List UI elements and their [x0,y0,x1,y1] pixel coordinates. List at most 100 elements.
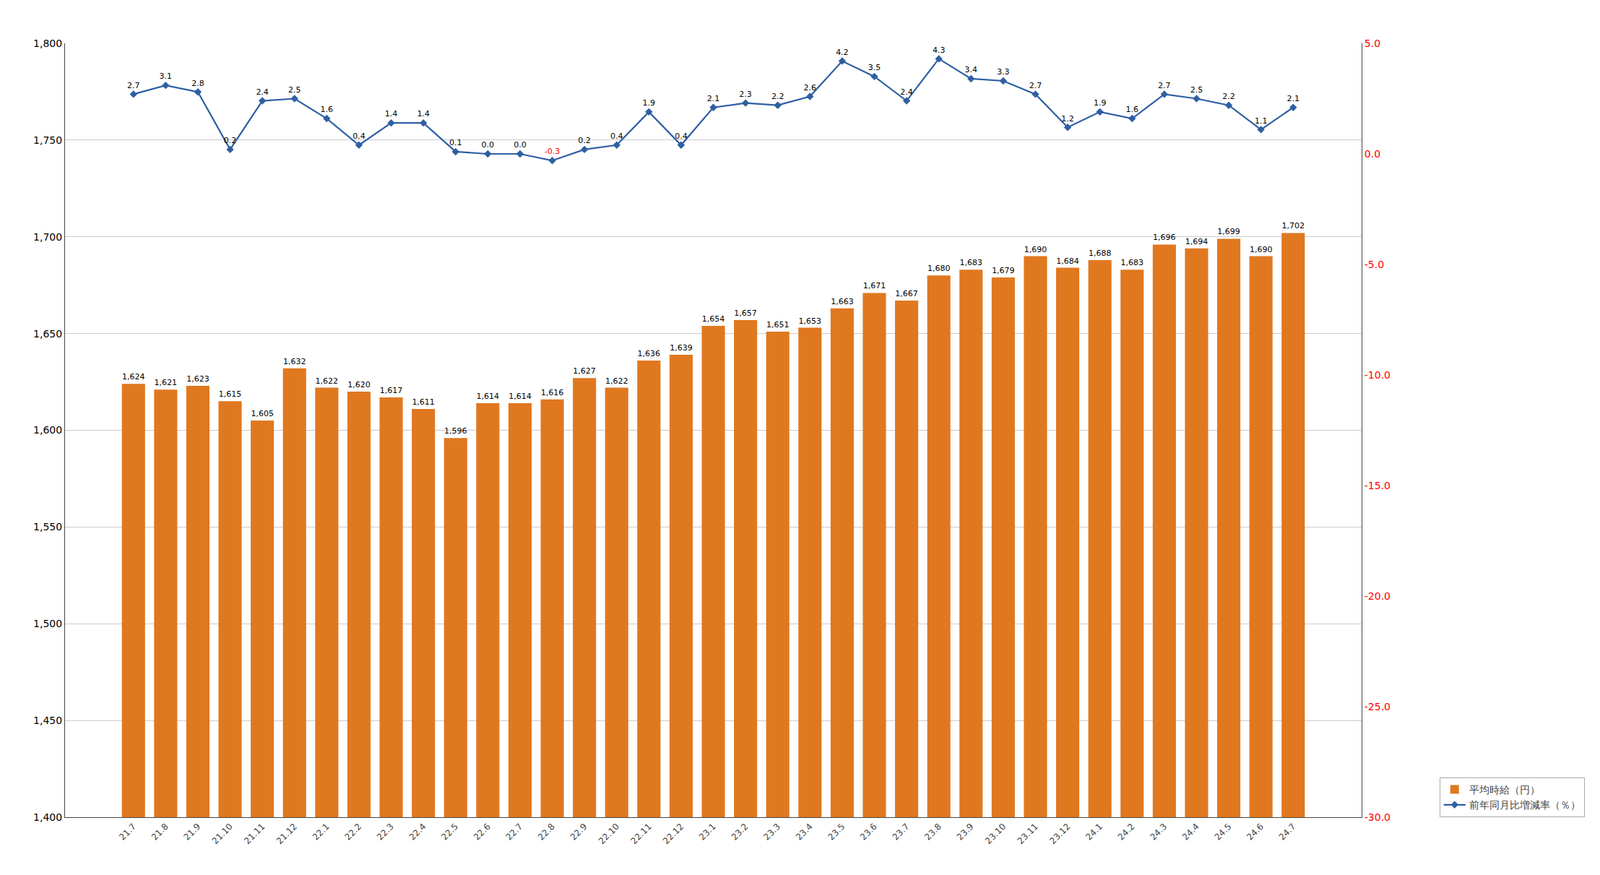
svg-text:2.2: 2.2 [1222,91,1236,102]
svg-text:1,500: 1,500 [33,617,63,630]
svg-text:1,800: 1,800 [33,37,63,50]
svg-text:2.4: 2.4 [900,87,914,97]
svg-text:22.12: 22.12 [660,821,686,846]
svg-text:23.6: 23.6 [858,821,880,843]
svg-text:1.2: 1.2 [1061,114,1075,124]
svg-text:1,622: 1,622 [315,376,339,386]
svg-text:22.5: 22.5 [439,821,461,843]
svg-text:2.1: 2.1 [707,93,721,104]
svg-text:2.1: 2.1 [1287,93,1301,104]
svg-text:1,605: 1,605 [250,408,274,419]
svg-text:23.9: 23.9 [954,821,976,843]
svg-text:0.1: 0.1 [449,137,463,148]
svg-text:1,632: 1,632 [283,356,307,367]
svg-text:1,620: 1,620 [347,379,371,390]
svg-text:22.10: 22.10 [596,821,622,846]
svg-text:1.6: 1.6 [320,104,334,115]
svg-text:23.3: 23.3 [761,821,783,843]
svg-text:0.4: 0.4 [674,131,688,141]
svg-text:21.8: 21.8 [149,821,171,843]
svg-text:24.5: 24.5 [1212,821,1234,843]
svg-text:3.4: 3.4 [965,65,979,75]
svg-text:1,650: 1,650 [33,327,63,340]
svg-text:22.1: 22.1 [310,821,332,843]
svg-text:24.7: 24.7 [1277,821,1299,843]
svg-text:1,702: 1,702 [1282,221,1306,231]
svg-text:0.0: 0.0 [513,140,527,150]
svg-text:1,657: 1,657 [733,308,758,318]
svg-text:1,623: 1,623 [186,374,210,384]
svg-text:2.7: 2.7 [1029,80,1043,91]
svg-text:-5.0: -5.0 [1364,258,1385,271]
svg-text:1,550: 1,550 [33,520,63,533]
svg-text:1,690: 1,690 [1024,244,1048,255]
svg-text:1,621: 1,621 [154,377,178,388]
svg-text:21.9: 21.9 [182,821,203,843]
svg-text:前年同月比増減率（％）: 前年同月比増減率（％） [1469,798,1581,811]
svg-text:23.11: 23.11 [1015,821,1041,846]
svg-text:1,616: 1,616 [541,387,565,398]
svg-text:1,680: 1,680 [927,263,951,274]
svg-text:1,690: 1,690 [1249,244,1273,255]
svg-text:1,694: 1,694 [1185,236,1209,247]
svg-text:0.0: 0.0 [481,140,495,150]
svg-text:1,654: 1,654 [702,314,726,324]
svg-text:1,611: 1,611 [411,397,435,407]
svg-text:1,622: 1,622 [605,376,629,386]
svg-text:23.10: 23.10 [983,821,1008,846]
svg-text:1,699: 1,699 [1217,226,1241,237]
svg-text:0.2: 0.2 [577,135,591,146]
svg-text:1,688: 1,688 [1088,248,1112,258]
svg-text:23.7: 23.7 [890,821,912,843]
svg-text:21.7: 21.7 [117,821,138,843]
svg-text:1,400: 1,400 [33,811,63,823]
svg-text:24.4: 24.4 [1180,821,1202,843]
svg-text:2.8: 2.8 [191,78,205,89]
svg-text:1,683: 1,683 [960,257,984,268]
svg-text:24.1: 24.1 [1083,821,1105,843]
svg-text:2.7: 2.7 [127,80,141,91]
svg-text:2.5: 2.5 [1190,85,1204,95]
svg-text:0.2: 0.2 [223,135,237,146]
svg-text:22.6: 22.6 [471,821,493,843]
svg-text:24.6: 24.6 [1244,821,1266,843]
svg-text:1,614: 1,614 [476,391,500,401]
svg-text:23.1: 23.1 [697,821,719,843]
svg-text:5.0: 5.0 [1364,37,1381,50]
svg-text:1,615: 1,615 [218,389,242,399]
svg-text:23.5: 23.5 [825,821,847,843]
svg-text:1,663: 1,663 [830,296,854,307]
svg-text:1,450: 1,450 [33,714,63,726]
svg-text:1,596: 1,596 [444,426,468,436]
svg-text:23.12: 23.12 [1047,821,1072,846]
svg-text:1,696: 1,696 [1152,232,1176,242]
svg-text:1,750: 1,750 [33,134,63,146]
svg-text:2.7: 2.7 [1157,80,1171,91]
svg-text:-25.0: -25.0 [1364,700,1391,713]
svg-text:22.3: 22.3 [374,821,396,843]
svg-text:22.4: 22.4 [407,821,429,843]
svg-text:22.9: 22.9 [568,821,590,843]
svg-text:0.4: 0.4 [352,131,366,141]
svg-text:1,679: 1,679 [991,265,1015,276]
svg-text:1.9: 1.9 [642,98,656,108]
svg-text:平均時給（円）: 平均時給（円） [1469,783,1541,796]
svg-text:1,636: 1,636 [637,348,661,359]
svg-text:-20.0: -20.0 [1364,590,1391,602]
svg-text:1,700: 1,700 [33,231,63,243]
svg-text:1,627: 1,627 [572,366,596,376]
svg-text:24.3: 24.3 [1147,821,1169,843]
svg-text:1.4: 1.4 [416,109,430,119]
svg-text:22.8: 22.8 [535,821,557,843]
svg-text:0.0: 0.0 [1364,148,1381,160]
svg-text:21.12: 21.12 [274,821,300,846]
svg-text:-30.0: -30.0 [1364,811,1391,823]
svg-text:1,683: 1,683 [1121,257,1145,268]
svg-text:23.8: 23.8 [922,821,944,843]
svg-text:1,651: 1,651 [766,320,790,330]
svg-text:23.2: 23.2 [729,821,751,843]
svg-text:23.4: 23.4 [793,821,815,843]
svg-text:4.2: 4.2 [835,47,849,58]
svg-text:22.2: 22.2 [343,821,365,843]
svg-text:1.4: 1.4 [385,109,399,119]
